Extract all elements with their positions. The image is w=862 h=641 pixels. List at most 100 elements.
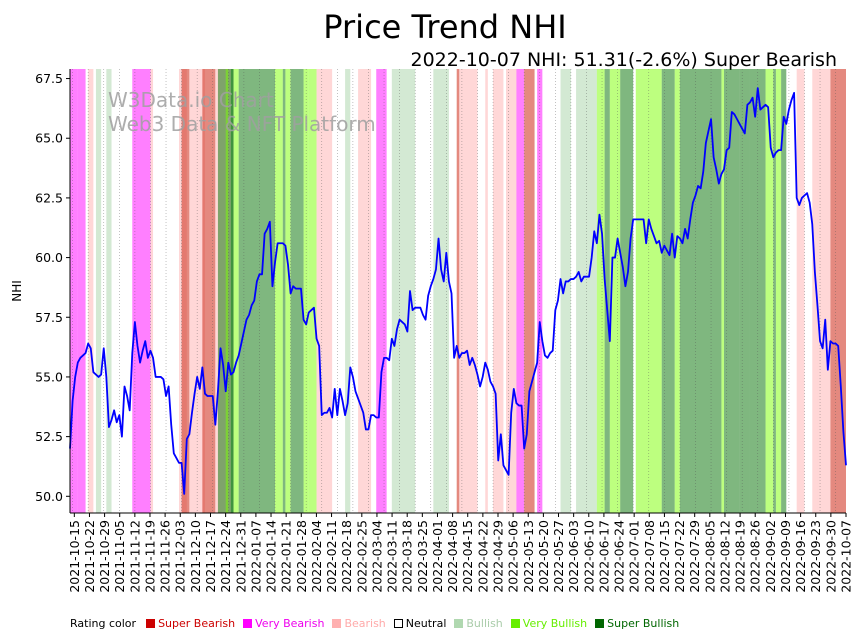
- legend-item: Very Bullish: [510, 617, 588, 630]
- rating-band: [70, 69, 78, 513]
- legend-text: Neutral: [405, 617, 447, 630]
- chart-title: Price Trend NHI: [323, 8, 566, 46]
- x-tick-label: 2021-10-29: [97, 520, 112, 593]
- x-tick-label: 2022-09-30: [823, 520, 838, 593]
- x-tick-label: 2022-04-08: [445, 520, 460, 593]
- x-tick-label: 2022-07-29: [687, 520, 702, 593]
- y-tick-label: 65.0: [35, 131, 63, 146]
- x-tick-label: 2022-06-17: [596, 520, 611, 593]
- legend-swatch: [146, 619, 156, 628]
- watermark-line-1: W3Data.io Chart: [108, 88, 274, 112]
- x-tick-label: 2022-07-15: [657, 520, 672, 593]
- watermark-line-2: Web3 Data & NFT Platform: [108, 112, 376, 136]
- rating-band: [215, 69, 218, 513]
- x-tick-label: 2022-01-14: [264, 520, 279, 593]
- rating-band: [150, 69, 154, 513]
- legend-swatch: [332, 619, 342, 628]
- x-tick-label: 2022-09-16: [793, 520, 808, 593]
- rating-band: [217, 69, 234, 513]
- x-tick-label: 2022-03-11: [385, 520, 400, 593]
- rating-band: [604, 69, 610, 513]
- rating-band: [721, 69, 725, 513]
- rating-band: [485, 69, 488, 513]
- x-tick-label: 2021-10-22: [82, 520, 97, 593]
- y-tick-label: 62.5: [35, 190, 63, 205]
- x-tick-label: 2022-03-18: [400, 520, 415, 593]
- x-tick-label: 2022-09-23: [808, 520, 823, 593]
- x-tick-label: 2022-07-08: [642, 520, 657, 593]
- rating-band: [225, 69, 229, 513]
- legend-text: Bullish: [466, 617, 503, 630]
- x-tick-label: 2021-12-31: [233, 520, 248, 593]
- x-tick-label: 2022-08-19: [733, 520, 748, 593]
- chart-subtitle: 2022-10-07 NHI: 51.31(-2.6%) Super Beari…: [411, 49, 838, 71]
- x-tick-label: 2022-06-24: [612, 520, 627, 593]
- rating-band: [596, 69, 605, 513]
- legend-swatch: [595, 619, 605, 628]
- rating-band: [345, 69, 351, 513]
- rating-band: [391, 69, 416, 513]
- rating-band: [230, 69, 234, 513]
- legend-text: Very Bullish: [522, 617, 588, 630]
- x-tick-label: 2022-04-29: [490, 520, 505, 593]
- vertical-dotted-gridlines: [72, 69, 836, 513]
- rating-band: [95, 69, 102, 513]
- legend-item: Very Bearish: [243, 617, 324, 630]
- x-tick-label: 2022-04-01: [430, 520, 445, 593]
- x-tick-label: 2022-10-07: [839, 520, 854, 593]
- rating-band: [679, 69, 722, 513]
- axes: [69, 69, 846, 514]
- x-tick-label: 2022-04-22: [475, 520, 490, 593]
- x-tick-label: 2022-05-13: [521, 520, 536, 593]
- rating-band: [781, 69, 787, 513]
- x-tick-label: 2021-10-15: [67, 520, 82, 593]
- rating-band: [459, 69, 478, 513]
- rating-band: [376, 69, 387, 513]
- rating-band: [238, 69, 276, 513]
- x-tick-label: 2021-11-26: [158, 520, 173, 593]
- x-tick-label: 2022-02-25: [354, 520, 369, 593]
- x-tick-label: 2021-12-24: [218, 520, 233, 593]
- legend-label: Rating color: [70, 617, 137, 630]
- rating-band: [524, 69, 535, 513]
- rating-band: [817, 69, 831, 513]
- rating-band: [674, 69, 680, 513]
- x-tick-label: 2022-03-25: [415, 520, 430, 593]
- rating-band: [233, 69, 239, 513]
- rating-band: [358, 69, 372, 513]
- rating-band: [285, 69, 291, 513]
- x-tick-label: 2022-03-04: [369, 520, 384, 593]
- x-tick-label: 2022-01-21: [279, 520, 294, 593]
- x-tick-label: 2022-07-22: [672, 520, 687, 593]
- rating-band: [433, 69, 449, 513]
- x-tick-label: 2022-02-04: [309, 520, 324, 593]
- y-axis-ticks: 50.0 52.5 55.0 57.5 60.0 62.5 65.0 67.5: [35, 71, 70, 504]
- rating-band: [506, 69, 517, 513]
- x-tick-label: 2022-01-07: [248, 520, 263, 593]
- legend-text: Very Bearish: [255, 617, 325, 630]
- y-tick-label: 60.0: [35, 250, 63, 265]
- legend-text: Super Bullish: [607, 617, 680, 630]
- x-tick-label: 2022-05-20: [536, 520, 551, 593]
- x-tick-label: 2021-12-17: [203, 520, 218, 593]
- rating-band: [275, 69, 283, 513]
- x-tick-label: 2022-06-03: [566, 520, 581, 593]
- x-tick-label: 2021-11-05: [112, 520, 127, 593]
- rating-band: [796, 69, 805, 513]
- y-tick-label: 55.0: [35, 369, 63, 384]
- rating-band: [516, 69, 525, 513]
- rating-band: [773, 69, 776, 513]
- y-axis-label: NHI: [10, 280, 24, 302]
- rating-band: [724, 69, 740, 513]
- x-axis-ticks: 2021-10-15 2021-10-22 2021-10-29 2021-11-05…: [67, 513, 854, 593]
- rating-band: [560, 69, 571, 513]
- y-tick-label: 52.5: [35, 429, 63, 444]
- rating-band: [181, 69, 190, 513]
- legend-text: Bearish: [344, 617, 386, 630]
- price-line: [69, 87, 847, 495]
- x-tick-label: 2022-06-10: [581, 520, 596, 593]
- rating-band: [640, 69, 662, 513]
- x-tick-label: 2022-08-26: [748, 520, 763, 593]
- rating-band: [635, 69, 641, 513]
- x-tick-label: 2021-12-03: [173, 520, 188, 593]
